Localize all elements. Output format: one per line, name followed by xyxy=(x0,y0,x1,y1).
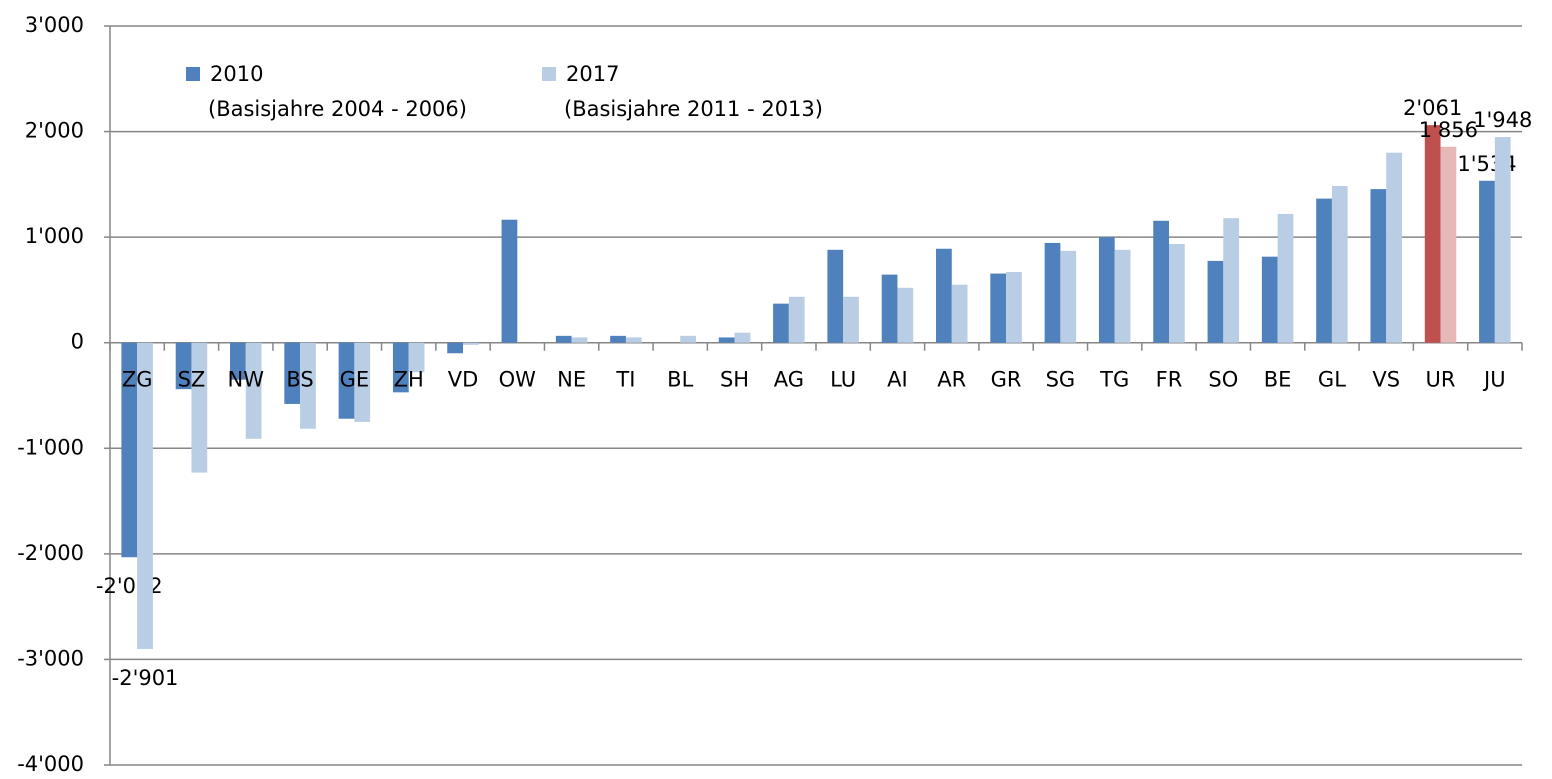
y-tick-label: -4'000 xyxy=(17,752,84,776)
data-label: 1'948 xyxy=(1473,108,1532,132)
bar xyxy=(284,342,301,404)
x-tick-label: AI xyxy=(887,368,908,392)
bar xyxy=(1277,213,1294,343)
bar xyxy=(230,342,246,380)
bar xyxy=(1386,152,1402,343)
y-tick-label: -3'000 xyxy=(17,646,84,670)
data-label: 2'061 xyxy=(1403,96,1462,120)
bar xyxy=(1424,125,1441,343)
bar xyxy=(881,274,898,343)
bar xyxy=(1479,180,1495,343)
bar xyxy=(175,342,192,390)
legend-label: 2017 xyxy=(566,62,619,86)
bar xyxy=(788,296,805,343)
x-tick-label: BS xyxy=(286,368,313,392)
bar xyxy=(1060,250,1077,343)
x-tick-label: TI xyxy=(615,368,635,392)
bar xyxy=(408,342,425,373)
bar xyxy=(1006,271,1022,343)
x-tick-label: ZH xyxy=(394,368,424,392)
x-tick-label: GL xyxy=(1318,368,1346,392)
bar xyxy=(773,303,789,343)
bar xyxy=(501,219,518,343)
bar xyxy=(1207,260,1224,343)
x-tick-label: JU xyxy=(1482,368,1506,392)
x-tick-label: VS xyxy=(1372,368,1400,392)
bar xyxy=(843,296,859,343)
bar xyxy=(897,287,914,343)
y-tick-label: 2'000 xyxy=(25,119,84,143)
x-tick-label: AG xyxy=(774,368,804,392)
legend-swatch xyxy=(186,67,200,81)
bar xyxy=(191,342,208,473)
legend-swatch xyxy=(542,67,556,81)
legend-label: 2010 xyxy=(210,62,263,86)
y-tick-label: -2'000 xyxy=(17,541,84,565)
x-tick-label: OW xyxy=(499,368,537,392)
x-tick-label: NW xyxy=(228,368,265,392)
bar xyxy=(1114,249,1131,343)
bar xyxy=(1316,198,1332,343)
legend-description: (Basisjahre 2004 - 2006) xyxy=(208,97,467,121)
bar xyxy=(1440,146,1457,343)
bar xyxy=(936,248,952,343)
y-tick-label: 1'000 xyxy=(25,224,84,248)
bar xyxy=(1331,185,1348,343)
x-tick-label: SG xyxy=(1046,368,1076,392)
bar xyxy=(734,332,751,343)
bar xyxy=(121,342,138,558)
bar xyxy=(137,342,153,649)
bar xyxy=(718,337,735,343)
bar xyxy=(1370,189,1387,343)
y-tick-label: 0 xyxy=(71,330,84,354)
x-tick-label: GE xyxy=(340,368,370,392)
legend-description: (Basisjahre 2011 - 2013) xyxy=(564,97,823,121)
x-tick-label: SO xyxy=(1208,368,1238,392)
x-tick-label: FR xyxy=(1156,368,1183,392)
bar xyxy=(1261,256,1278,343)
x-tick-label: UR xyxy=(1426,368,1456,392)
bar xyxy=(1494,137,1511,343)
bar xyxy=(1169,244,1185,343)
bar xyxy=(447,342,463,354)
x-tick-label: ZG xyxy=(122,368,153,392)
bar xyxy=(354,342,371,422)
x-tick-label: SH xyxy=(720,368,749,392)
x-tick-label: BE xyxy=(1264,368,1292,392)
bar xyxy=(463,342,479,345)
bar xyxy=(990,273,1007,343)
bar xyxy=(555,335,572,343)
x-tick-label: GR xyxy=(991,368,1022,392)
bar xyxy=(300,342,316,429)
x-tick-label: BL xyxy=(667,368,693,392)
data-label: -2'901 xyxy=(112,666,179,690)
bar xyxy=(625,337,642,343)
bar xyxy=(338,342,355,419)
y-tick-label: 3'000 xyxy=(25,13,84,37)
bar xyxy=(1223,218,1240,343)
bar xyxy=(680,335,696,343)
bar xyxy=(1153,220,1169,343)
x-tick-label: SZ xyxy=(178,368,206,392)
x-tick-label: LU xyxy=(830,368,856,392)
bar xyxy=(951,284,968,343)
bar xyxy=(610,335,626,343)
x-tick-label: VD xyxy=(448,368,479,392)
bar xyxy=(571,337,588,343)
bar xyxy=(392,342,409,393)
x-tick-label: AR xyxy=(937,368,966,392)
y-tick-label: -1'000 xyxy=(17,435,84,459)
bar xyxy=(245,342,262,439)
data-label: 1'856 xyxy=(1419,118,1478,142)
x-tick-label: TG xyxy=(1099,368,1129,392)
bar xyxy=(1098,237,1115,343)
bar xyxy=(1044,242,1061,343)
bar xyxy=(827,249,844,343)
x-tick-label: NE xyxy=(557,368,586,392)
